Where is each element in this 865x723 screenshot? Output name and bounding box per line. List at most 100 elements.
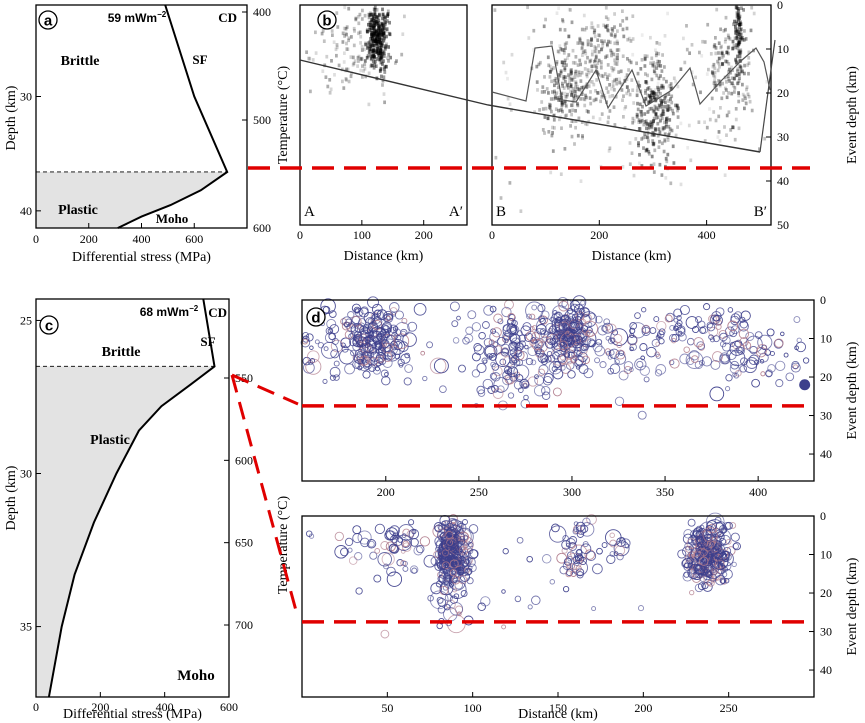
event-marker	[713, 75, 717, 79]
event-marker	[451, 320, 459, 328]
event-marker	[665, 107, 669, 112]
event-marker	[501, 624, 507, 630]
event-marker	[701, 39, 704, 44]
event-marker	[693, 563, 701, 572]
event-marker	[725, 95, 729, 100]
event-marker	[370, 12, 374, 17]
event-marker	[646, 110, 649, 114]
event-marker	[674, 79, 677, 84]
event-marker	[359, 34, 363, 39]
event-marker	[592, 563, 603, 575]
event-marker	[626, 57, 629, 61]
event-marker	[727, 35, 731, 40]
event-marker	[381, 78, 385, 83]
event-marker	[549, 70, 552, 74]
event-marker	[686, 538, 698, 550]
event-marker	[708, 549, 715, 556]
event-marker	[550, 79, 553, 84]
event-marker	[725, 386, 731, 392]
event-marker	[586, 42, 590, 47]
event-marker	[624, 75, 627, 80]
event-marker	[592, 30, 596, 35]
event-marker	[385, 527, 399, 540]
event-marker	[456, 315, 461, 321]
event-marker	[605, 335, 611, 341]
event-marker	[735, 5, 739, 10]
event-marker	[586, 55, 589, 60]
event-marker	[722, 335, 731, 345]
event-marker	[499, 358, 507, 366]
event-marker	[638, 161, 641, 166]
event-marker	[335, 43, 339, 47]
event-marker	[536, 317, 554, 335]
event-marker	[632, 119, 636, 123]
event-marker	[726, 46, 730, 50]
event-marker	[625, 26, 629, 31]
event-marker	[438, 549, 445, 556]
event-marker	[341, 31, 345, 36]
event-marker	[636, 360, 644, 368]
event-marker	[689, 589, 695, 596]
event-marker	[531, 338, 543, 350]
trend-line	[299, 59, 761, 153]
event-marker	[372, 33, 375, 38]
event-marker	[637, 141, 640, 145]
event-marker	[537, 315, 545, 323]
event-marker	[566, 86, 570, 90]
event-marker	[556, 85, 560, 90]
event-marker	[590, 36, 593, 41]
event-marker	[664, 116, 668, 121]
event-marker	[527, 604, 533, 610]
event-marker	[402, 332, 417, 347]
event-marker	[388, 32, 392, 37]
event-marker	[747, 94, 751, 99]
event-marker	[737, 32, 741, 37]
event-marker	[738, 41, 741, 45]
event-marker	[638, 102, 642, 107]
y2-tick-label: 30	[820, 409, 832, 423]
event-marker	[670, 337, 677, 344]
event-marker	[553, 126, 556, 130]
event-marker	[577, 116, 581, 121]
event-marker	[647, 149, 651, 154]
event-marker	[573, 93, 577, 98]
event-marker	[385, 29, 389, 33]
event-marker	[581, 42, 585, 46]
event-marker	[702, 537, 713, 548]
event-marker	[715, 549, 727, 560]
event-marker	[403, 14, 406, 19]
event-marker	[683, 529, 693, 539]
event-marker	[570, 321, 578, 329]
event-marker	[735, 43, 738, 47]
event-marker	[413, 545, 424, 556]
event-marker	[564, 95, 568, 99]
event-marker	[507, 366, 519, 378]
event-marker	[465, 326, 474, 335]
envelope-line	[491, 45, 771, 110]
section-start-label: B	[496, 204, 506, 220]
event-marker	[551, 149, 555, 153]
event-marker	[627, 68, 630, 72]
event-marker	[384, 44, 388, 48]
event-marker	[441, 520, 451, 530]
event-marker	[320, 298, 336, 314]
event-marker	[380, 629, 390, 639]
event-marker	[340, 547, 349, 557]
event-marker	[559, 339, 568, 348]
event-marker	[571, 108, 575, 113]
y2-tick-label: 0	[820, 293, 826, 307]
event-marker	[367, 102, 371, 107]
event-marker	[369, 37, 373, 41]
event-marker	[661, 99, 665, 103]
event-marker	[622, 115, 625, 119]
event-marker	[377, 552, 392, 567]
event-marker	[367, 296, 379, 309]
event-marker	[570, 103, 573, 108]
heat-flow-label: 59 mWm−2	[108, 10, 167, 25]
event-marker	[559, 347, 566, 355]
event-marker	[674, 325, 679, 331]
event-marker	[368, 13, 372, 18]
event-marker	[600, 112, 604, 116]
event-marker	[597, 72, 600, 77]
event-marker	[600, 73, 604, 78]
